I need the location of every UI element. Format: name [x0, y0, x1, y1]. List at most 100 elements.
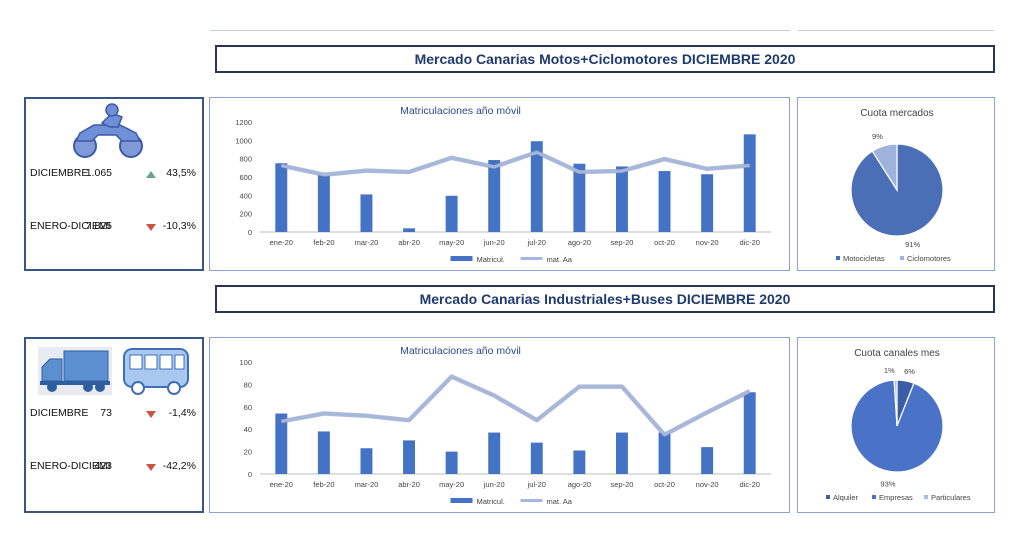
legend-swatch: [826, 495, 830, 499]
bar: [360, 194, 373, 232]
legend-label: mat. Aa: [547, 497, 573, 506]
y-tick-label: 1000: [235, 136, 252, 145]
x-tick-label: mar-20: [355, 480, 379, 489]
chart-title: Matriculaciones año móvil: [400, 345, 521, 357]
kpi-percent: -42,2%: [162, 460, 196, 472]
bar: [275, 163, 288, 232]
legend-label: Empresas: [879, 493, 913, 502]
bar: [488, 432, 501, 474]
y-tick-label: 600: [239, 173, 252, 182]
bar: [403, 440, 416, 474]
bar: [530, 141, 543, 232]
section2-kpi-panel: DICIEMBRE 73 -1,4% ENERO-DICIEMI 423 -42…: [24, 337, 204, 513]
x-tick-label: ago-20: [568, 238, 591, 247]
legend-label: Ciclomotores: [907, 254, 951, 263]
bar: [317, 431, 330, 474]
pie-value-label: 6%: [904, 367, 915, 376]
y-tick-label: 800: [239, 155, 252, 164]
section2-bar-chart: Matriculaciones año móvil 0 20 40 60 80 100 ene…: [239, 345, 771, 506]
bar: [445, 195, 458, 232]
bar: [615, 166, 628, 232]
bar: [530, 442, 543, 474]
bar: [658, 171, 671, 232]
x-tick-label: abr-20: [398, 480, 420, 489]
x-tick-label: dic-20: [739, 238, 759, 247]
bar: [743, 392, 756, 474]
pie-slice: [893, 379, 898, 427]
section1-bar-chart: Matriculaciones año móvil 0 200 400 600 800 10…: [235, 105, 771, 264]
kpi-label: DICIEMBRE: [30, 407, 89, 419]
motorcycle-icon: [70, 103, 146, 159]
x-tick-label: jul-20: [527, 238, 546, 247]
bar: [743, 134, 756, 232]
legend-swatch: [836, 256, 840, 260]
section2-bar-panel: Matriculaciones año móvil 0 20 40 60 80 100 ene…: [209, 337, 790, 513]
kpi-percent: 43,5%: [166, 167, 196, 179]
bus-icon: [122, 345, 190, 397]
x-tick-label: jul-20: [527, 480, 546, 489]
legend-swatch: [900, 256, 904, 260]
bar: [573, 163, 586, 232]
x-tick-label: abr-20: [398, 238, 420, 247]
bar: [488, 160, 501, 232]
section1-pie-panel: Cuota mercados 91% 9% Motocicletas Ciclomoto…: [797, 97, 995, 271]
legend-swatch: [924, 495, 928, 499]
bar: [403, 228, 416, 232]
chart-title: Cuota canales mes: [854, 348, 940, 359]
y-tick-label: 60: [244, 403, 252, 412]
y-tick-label: 40: [244, 425, 252, 434]
kpi-label: ENERO-DICIEMI: [30, 460, 111, 472]
legend-swatch-bar: [450, 256, 473, 261]
y-tick-label: 20: [244, 448, 252, 457]
y-tick-label: 0: [248, 228, 252, 237]
x-tick-label: sep-20: [610, 480, 633, 489]
x-tick-label: oct-20: [654, 238, 675, 247]
bar: [360, 448, 373, 474]
y-tick-label: 200: [239, 210, 252, 219]
kpi-value: 73: [100, 407, 112, 419]
section1-bar-panel: Matriculaciones año móvil 0 200 400 600 800 10…: [209, 97, 790, 271]
legend-label: Matricul.: [477, 255, 505, 264]
kpi-label: ENERO-DICIEMI: [30, 220, 111, 232]
series-line: [281, 375, 751, 437]
x-tick-label: may-20: [439, 238, 464, 247]
x-tick-label: jun-20: [483, 238, 505, 247]
x-tick-label: jun-20: [483, 480, 505, 489]
trend-down-icon: [146, 411, 156, 418]
y-tick-label: 400: [239, 191, 252, 200]
legend-label: Particulares: [931, 493, 971, 502]
x-tick-label: nov-20: [696, 238, 719, 247]
x-tick-label: may-20: [439, 480, 464, 489]
bar: [275, 413, 288, 474]
section1-kpi-panel: DICIEMBRE 1.065 43,5% ENERO-DICIEMI 7.82…: [24, 97, 204, 271]
section2-kpi-month: DICIEMBRE 73 -1,4%: [30, 407, 198, 425]
y-tick-label: 80: [244, 380, 252, 389]
x-tick-label: ene-20: [270, 238, 293, 247]
section1-pie-chart: Cuota mercados 91% 9% Motocicletas Ciclomoto…: [836, 108, 951, 263]
bar: [658, 432, 671, 474]
section2-pie-chart: Cuota canales mes 6% 93% 1% Alquiler Empresas…: [826, 348, 971, 502]
top-rule-left: [210, 30, 790, 31]
kpi-percent: -10,3%: [162, 220, 196, 232]
kpi-value: 423: [94, 460, 112, 472]
top-rule-right: [798, 30, 994, 31]
y-tick-label: 0: [248, 470, 252, 479]
legend-label: Alquiler: [833, 493, 859, 502]
pie-value-label: 93%: [880, 479, 895, 488]
y-tick-label: 100: [239, 358, 252, 367]
bar: [701, 174, 714, 232]
series-line: [280, 150, 750, 177]
x-tick-label: oct-20: [654, 480, 675, 489]
y-tick-label: 1200: [235, 118, 252, 127]
trend-up-icon: [146, 171, 156, 178]
kpi-percent: -1,4%: [168, 407, 196, 419]
x-tick-label: feb-20: [313, 238, 334, 247]
bar: [701, 447, 714, 474]
section2-pie-panel: Cuota canales mes 6% 93% 1% Alquiler Empresas…: [797, 337, 995, 513]
truck-icon: [36, 345, 114, 397]
section2-title: Mercado Canarias Industriales+Buses DICI…: [215, 285, 995, 313]
pie-slice: [850, 379, 944, 473]
trend-down-icon: [146, 464, 156, 471]
pie-value-label: 91%: [905, 240, 920, 249]
x-tick-label: ago-20: [568, 480, 591, 489]
